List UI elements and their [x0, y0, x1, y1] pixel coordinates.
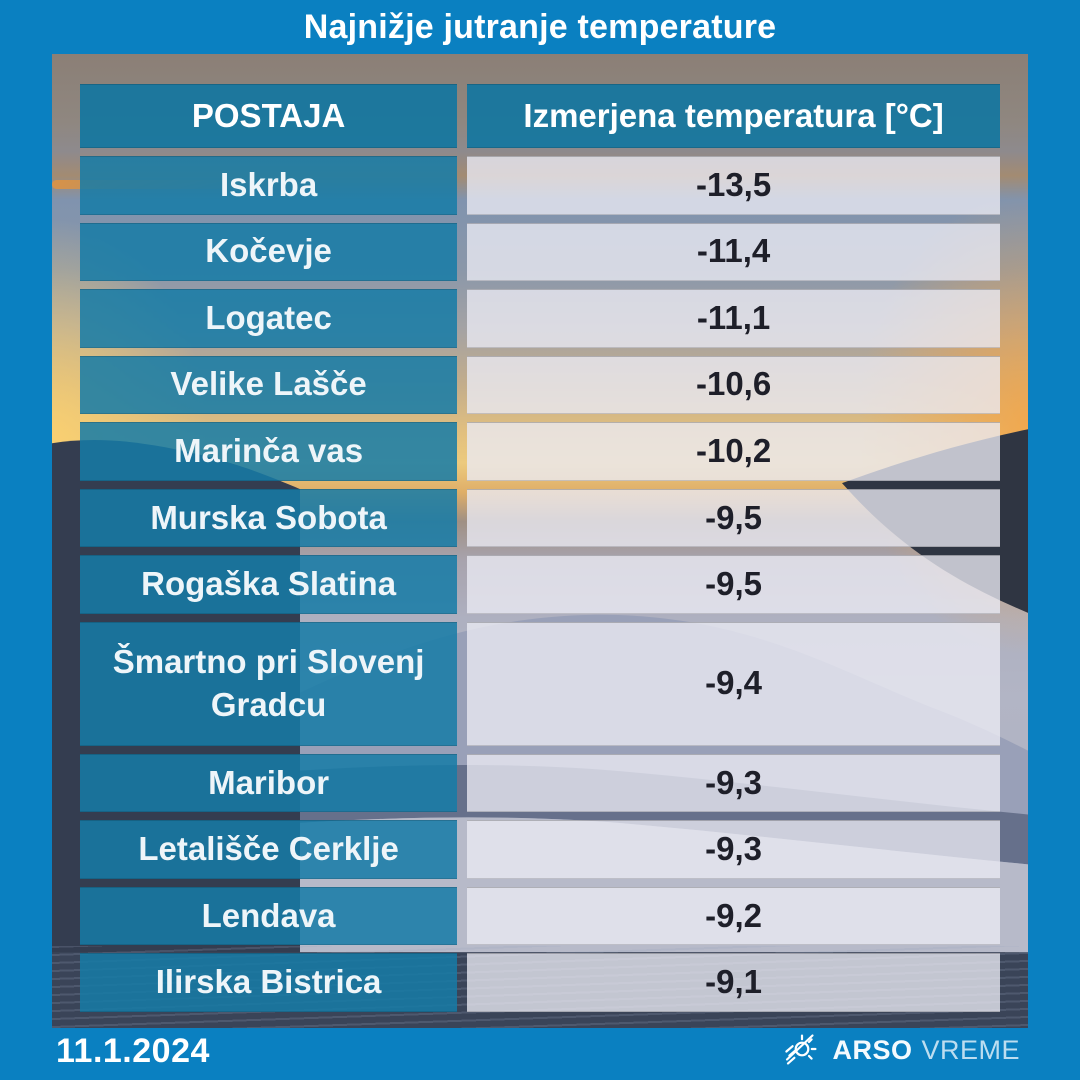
- temperature-cell: -9,3: [467, 753, 1000, 813]
- temperature-cell: -9,2: [467, 886, 1000, 946]
- date-label: 11.1.2024: [56, 1032, 210, 1070]
- infographic-title: Najnižje jutranje temperature: [303, 8, 777, 46]
- station-cell: Iskrba: [80, 156, 458, 215]
- temperature-cell: -13,5: [467, 156, 1000, 215]
- temperature-cell: -11,1: [467, 289, 1000, 348]
- arso-vreme-logo: ARSO VREME: [782, 1030, 1020, 1070]
- temperature-cell: -9,1: [467, 953, 1000, 1012]
- station-cell: Rogaška Slatina: [80, 555, 458, 614]
- station-cell: Logatec: [80, 289, 458, 348]
- station-cell: Letališče Cerklje: [80, 820, 458, 879]
- station-cell: Kočevje: [80, 222, 458, 282]
- temperature-cell: -9,3: [467, 820, 1000, 879]
- temperature-cell: -9,4: [467, 621, 1000, 746]
- temperature-cell: -9,5: [467, 488, 1000, 548]
- station-cell: Velike Lašče: [80, 355, 458, 415]
- brand-arso-label: ARSO: [832, 1034, 913, 1065]
- station-cell: Marinča vas: [80, 422, 458, 481]
- brand-wordmark: ARSO VREME: [832, 1035, 1020, 1066]
- temperature-cell: -11,4: [467, 222, 1000, 282]
- brand-vreme-label: VREME: [921, 1034, 1020, 1065]
- temperature-cell: -9,5: [467, 555, 1000, 614]
- station-cell: Ilirska Bistrica: [80, 953, 458, 1012]
- station-cell: Lendava: [80, 886, 458, 946]
- sun-icon: [782, 1030, 818, 1071]
- station-cell: Šmartno pri Slovenj Gradcu: [80, 621, 458, 746]
- temperature-table: POSTAJA Izmerjena temperatura [°C] Iskrb…: [80, 84, 1000, 1012]
- station-cell: Maribor: [80, 753, 458, 813]
- temperature-cell: -10,2: [467, 422, 1000, 481]
- station-cell: Murska Sobota: [80, 488, 458, 548]
- temperature-column-header: Izmerjena temperatura [°C]: [467, 84, 1000, 148]
- station-column-header: POSTAJA: [80, 84, 458, 148]
- temperature-cell: -10,6: [467, 355, 1000, 415]
